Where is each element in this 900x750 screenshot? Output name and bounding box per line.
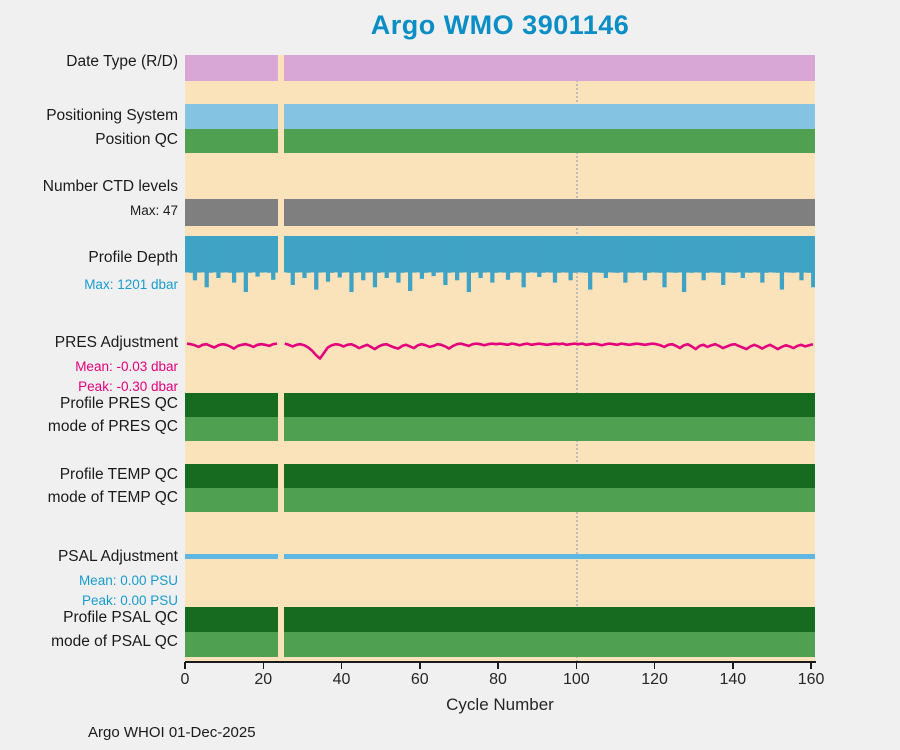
x-axis-line [185, 661, 816, 663]
row-label-profile-depth: Profile Depth [88, 249, 178, 266]
band-profile-pres-qc [185, 393, 815, 417]
psal-adjustment-line [185, 554, 815, 559]
x-tick-mark [340, 662, 343, 669]
band-mode-pres-qc [185, 417, 815, 441]
row-label-mode-psal-qc: mode of PSAL QC [51, 633, 178, 650]
x-tick-label: 80 [489, 671, 507, 688]
annotation-psal-mean: Mean: 0.00 PSU [78, 573, 178, 588]
band-mode-psal-qc [185, 632, 815, 657]
row-label-pres-adjustment: PRES Adjustment [54, 334, 178, 351]
x-tick-mark [575, 662, 578, 669]
x-tick-label: 120 [641, 671, 668, 688]
row-label-psal-adjustment: PSAL Adjustment [57, 548, 178, 565]
annotation-ctd-max: Max: 47 [129, 203, 178, 218]
annotation-pres-peak: Peak: -0.30 dbar [78, 379, 178, 394]
x-tick-mark [732, 662, 734, 669]
row-label-ctd-levels: Number CTD levels [42, 178, 178, 195]
annotation-depth-max: Max: 1201 dbar [84, 277, 178, 292]
band-positioning-system [185, 104, 815, 129]
band-profile-temp-qc [185, 464, 815, 488]
missing-cycle-gap [278, 55, 285, 662]
x-tick-label: 0 [180, 671, 190, 688]
pres-adjustment-line [284, 342, 814, 360]
row-label-positioning-system: Positioning System [46, 107, 178, 124]
annotation-psal-peak: Peak: 0.00 PSU [81, 593, 178, 608]
x-tick-label: 40 [332, 671, 351, 688]
x-tick-mark [419, 662, 421, 669]
footer-credit: Argo WHOI 01-Dec-2025 [88, 724, 256, 741]
x-tick-mark [653, 662, 656, 669]
row-label-profile-psal-qc: Profile PSAL QC [63, 609, 178, 626]
x-tick-mark [810, 662, 812, 669]
row-label-position-qc: Position QC [95, 131, 178, 148]
x-tick-label: 100 [562, 671, 590, 688]
row-label-profile-pres-qc: Profile PRES QC [59, 395, 178, 412]
reference-dotted-line [576, 55, 579, 662]
band-ctd-levels [185, 199, 815, 226]
x-tick-mark [497, 662, 499, 669]
row-label-mode-pres-qc: mode of PRES QC [47, 418, 178, 435]
x-tick-label: 140 [719, 671, 747, 688]
annotation-pres-mean: Mean: -0.03 dbar [75, 359, 178, 374]
row-label-profile-temp-qc: Profile TEMP QC [59, 466, 178, 483]
series-layer [185, 236, 815, 360]
row-label-date-type: Date Type (R/D) [66, 53, 178, 70]
chart-title: Argo WMO 3901146 [370, 10, 630, 40]
row-label-mode-temp-qc: mode of TEMP QC [47, 489, 178, 506]
plot-area [185, 55, 815, 662]
x-tick-label: 160 [797, 671, 825, 688]
band-profile-psal-qc [185, 607, 815, 632]
x-tick-mark [262, 662, 264, 669]
band-position-qc [185, 129, 815, 153]
x-tick-mark [184, 662, 186, 669]
band-mode-temp-qc [185, 488, 815, 512]
x-tick-label: 20 [254, 671, 273, 688]
band-date-type [185, 55, 815, 81]
pres-adjustment-line [186, 342, 278, 350]
x-axis-label: Cycle Number [446, 695, 554, 714]
x-tick-label: 60 [410, 671, 429, 688]
